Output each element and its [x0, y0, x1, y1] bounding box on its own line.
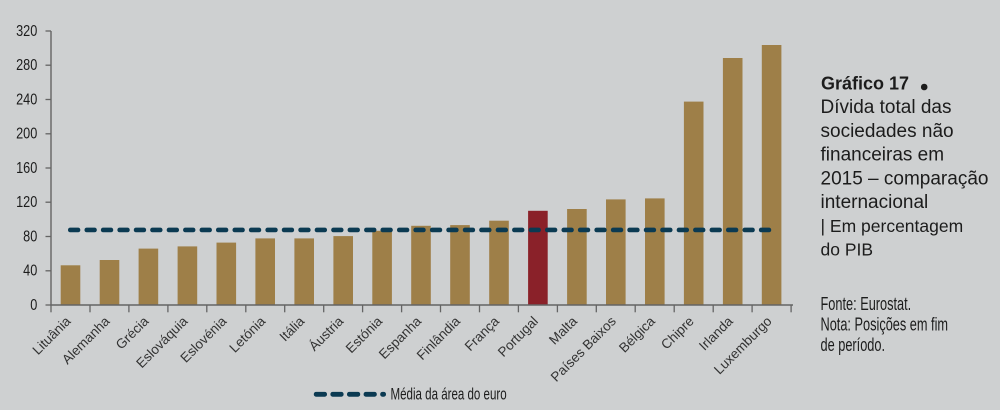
svg-text:Nota: Posições em fim: Nota: Posições em fim [821, 315, 949, 335]
svg-text:320: 320 [16, 23, 37, 40]
svg-text:200: 200 [16, 125, 37, 142]
svg-text:Fonte: Eurostat.: Fonte: Eurostat. [821, 295, 912, 315]
svg-text:de período.: de período. [821, 336, 886, 356]
svg-text:240: 240 [16, 91, 37, 108]
svg-text:Média da área do euro: Média da área do euro [391, 385, 507, 404]
svg-text:sociedades não: sociedades não [821, 121, 954, 142]
svg-text:| Em percentagem: | Em percentagem [821, 216, 964, 236]
svg-text:280: 280 [16, 57, 37, 74]
svg-text:40: 40 [23, 262, 37, 279]
svg-text:120: 120 [16, 194, 37, 211]
svg-text:0: 0 [30, 297, 37, 314]
svg-text:internacional: internacional [821, 192, 929, 213]
svg-text:Gráfico 17: Gráfico 17 [821, 74, 909, 94]
svg-text:Dívida total das: Dívida total das [821, 97, 952, 118]
svg-text:financeiras em: financeiras em [821, 145, 945, 166]
svg-text:do PIB: do PIB [821, 240, 874, 260]
svg-text:80: 80 [23, 228, 37, 245]
svg-text:160: 160 [16, 160, 37, 177]
svg-text:2015 – comparação: 2015 – comparação [821, 168, 989, 189]
